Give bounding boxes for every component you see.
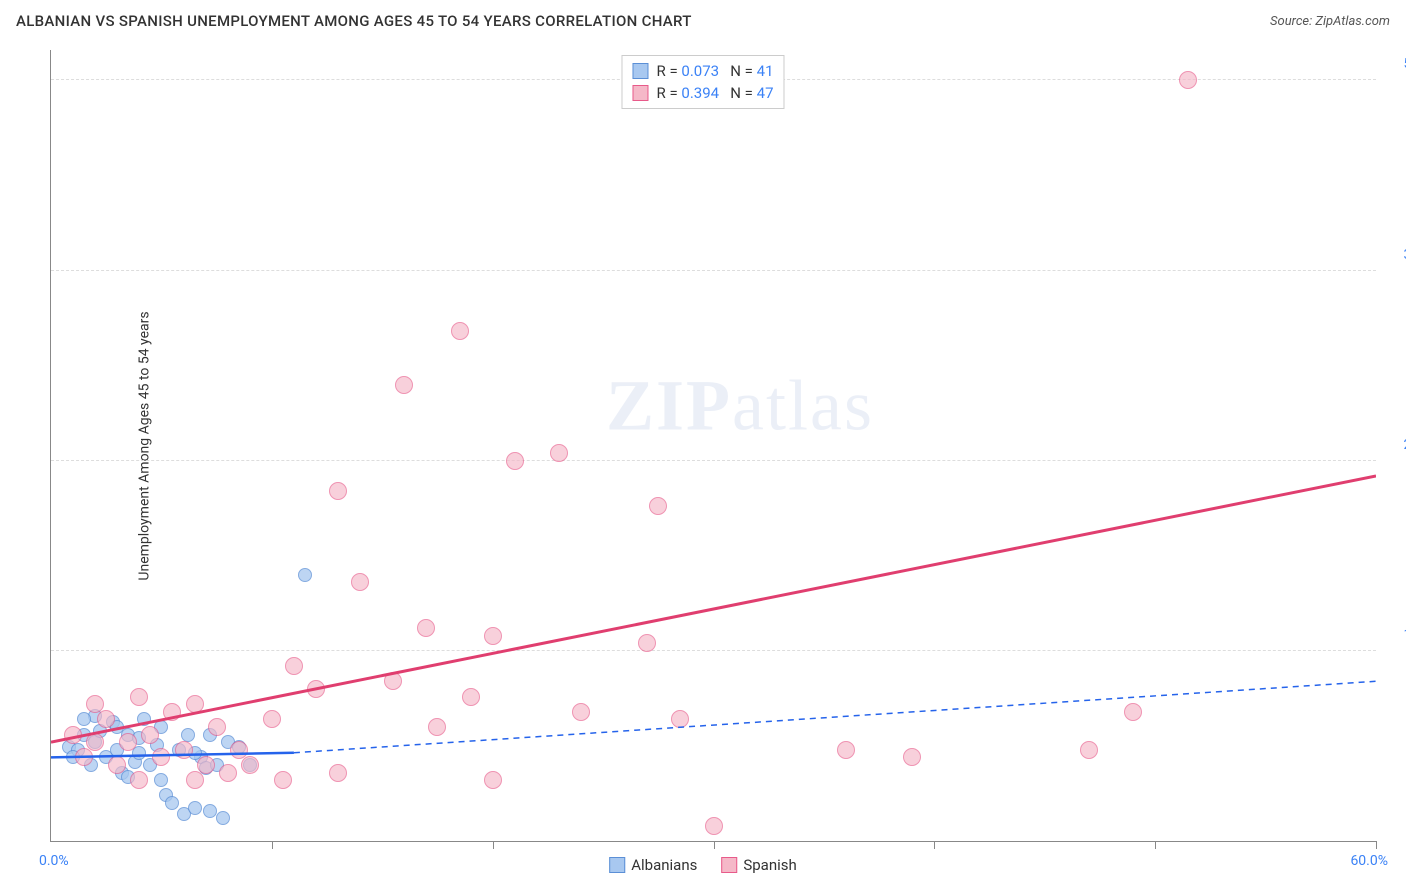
legend-label: Albanians <box>631 856 697 874</box>
data-point <box>351 573 369 591</box>
data-point <box>1080 741 1098 759</box>
data-point <box>298 568 312 582</box>
data-point <box>572 703 590 721</box>
data-point <box>649 497 667 515</box>
data-point <box>484 771 502 789</box>
x-tick <box>1155 841 1156 849</box>
data-point <box>506 452 524 470</box>
data-point <box>462 688 480 706</box>
data-point <box>285 657 303 675</box>
gridline <box>51 650 1376 651</box>
data-point <box>903 748 921 766</box>
data-point <box>77 712 91 726</box>
trend-line-extended <box>294 681 1376 752</box>
data-point <box>175 741 193 759</box>
stats-text: R = 0.073 N = 41 <box>656 62 773 80</box>
trend-lines-svg <box>51 50 1376 841</box>
data-point <box>329 482 347 500</box>
correlation-stats-box: R = 0.073 N = 41 R = 0.394 N = 47 <box>621 55 784 109</box>
legend-swatch <box>632 85 648 101</box>
data-point <box>154 773 168 787</box>
data-point <box>108 756 126 774</box>
data-point <box>263 710 281 728</box>
data-point <box>384 672 402 690</box>
x-tick <box>714 841 715 849</box>
data-point <box>1124 703 1142 721</box>
data-point <box>550 444 568 462</box>
data-point <box>203 804 217 818</box>
data-point <box>188 801 202 815</box>
data-point <box>130 771 148 789</box>
data-point <box>197 756 215 774</box>
stats-row: R = 0.073 N = 41 <box>632 60 773 82</box>
legend-swatch <box>721 857 737 873</box>
data-point <box>417 619 435 637</box>
bottom-legend: Albanians Spanish <box>609 856 797 874</box>
scatter-plot-area: ZIPatlas 0.0% 60.0% 12.5%25.0%37.5%50.0% <box>50 50 1376 842</box>
data-point <box>152 748 170 766</box>
legend-label: Spanish <box>743 856 796 874</box>
data-point <box>484 627 502 645</box>
data-point <box>163 703 181 721</box>
data-point <box>395 376 413 394</box>
data-point <box>1179 71 1197 89</box>
chart-title: ALBANIAN VS SPANISH UNEMPLOYMENT AMONG A… <box>16 12 692 30</box>
data-point <box>75 748 93 766</box>
data-point <box>141 726 159 744</box>
data-point <box>181 728 195 742</box>
chart-header: ALBANIAN VS SPANISH UNEMPLOYMENT AMONG A… <box>0 0 1406 38</box>
legend-item: Spanish <box>721 856 796 874</box>
x-tick <box>272 841 273 849</box>
watermark: ZIPatlas <box>606 364 874 447</box>
legend-item: Albanians <box>609 856 697 874</box>
x-tick <box>493 841 494 849</box>
trend-line <box>51 476 1376 742</box>
x-tick <box>1376 841 1377 849</box>
data-point <box>329 764 347 782</box>
data-point <box>208 718 226 736</box>
data-point <box>671 710 689 728</box>
stats-text: R = 0.394 N = 47 <box>656 84 773 102</box>
legend-swatch <box>632 63 648 79</box>
chart-source: Source: ZipAtlas.com <box>1270 14 1390 29</box>
data-point <box>86 733 104 751</box>
data-point <box>428 718 446 736</box>
x-axis-min-label: 0.0% <box>39 853 69 869</box>
gridline <box>51 270 1376 271</box>
gridline <box>51 460 1376 461</box>
data-point <box>216 811 230 825</box>
legend-swatch <box>609 857 625 873</box>
data-point <box>638 634 656 652</box>
data-point <box>451 322 469 340</box>
x-axis-max-label: 60.0% <box>1350 853 1388 869</box>
data-point <box>274 771 292 789</box>
data-point <box>705 817 723 835</box>
data-point <box>137 712 151 726</box>
data-point <box>165 796 179 810</box>
data-point <box>837 741 855 759</box>
data-point <box>307 680 325 698</box>
data-point <box>86 695 104 713</box>
data-point <box>64 726 82 744</box>
data-point <box>186 695 204 713</box>
stats-row: R = 0.394 N = 47 <box>632 82 773 104</box>
data-point <box>119 733 137 751</box>
data-point <box>186 771 204 789</box>
data-point <box>97 710 115 728</box>
data-point <box>219 764 237 782</box>
data-point <box>241 756 259 774</box>
data-point <box>130 688 148 706</box>
x-tick <box>934 841 935 849</box>
